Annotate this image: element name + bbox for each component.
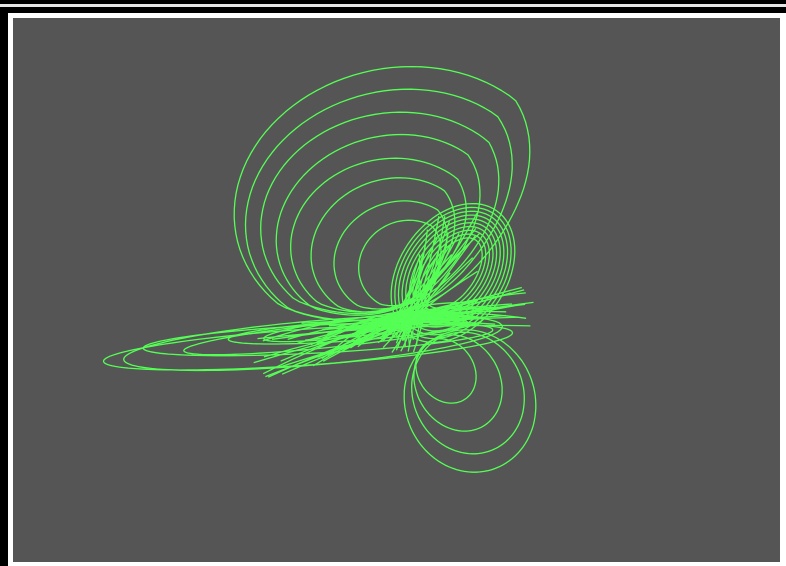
attractor-core-strand: [415, 252, 442, 346]
attractor-inner-swirl: [390, 202, 516, 344]
render-canvas[interactable]: [13, 18, 780, 562]
attractor-lower-loop: [415, 338, 477, 404]
attractor-core-strand: [310, 306, 488, 346]
attractor-core-strand: [322, 299, 479, 362]
attractor-core-strand: [395, 243, 427, 351]
attractor-lower-loop: [411, 331, 525, 455]
attractor-core-strand: [381, 232, 449, 340]
attractor-core-strand: [396, 257, 474, 339]
attractor-core-strand: [381, 248, 426, 340]
attractor-core-strand: [301, 320, 496, 325]
attractor-core-strand: [342, 304, 463, 352]
attractor-upper-loop: [244, 88, 513, 322]
attractor-upper-loop: [275, 133, 481, 316]
attractor-core-strand: [402, 215, 440, 341]
attractor-core-strand: [407, 220, 451, 352]
attractor-core-strand: [377, 272, 451, 344]
attractor-core-strand: [272, 316, 519, 340]
attractor-core-strand: [253, 301, 534, 364]
attractor-upper-loop: [260, 111, 500, 315]
attractor-inner-swirl: [397, 210, 509, 336]
window-title-strip: [0, 0, 786, 10]
attractor-lower-loop: [413, 334, 503, 432]
attractor-core-strand: [327, 302, 475, 357]
attractor-inner-swirl: [405, 218, 501, 328]
title-separator-line: [0, 4, 786, 7]
attractor-lower-loop: [403, 329, 537, 473]
attractor-plot: [102, 65, 537, 473]
